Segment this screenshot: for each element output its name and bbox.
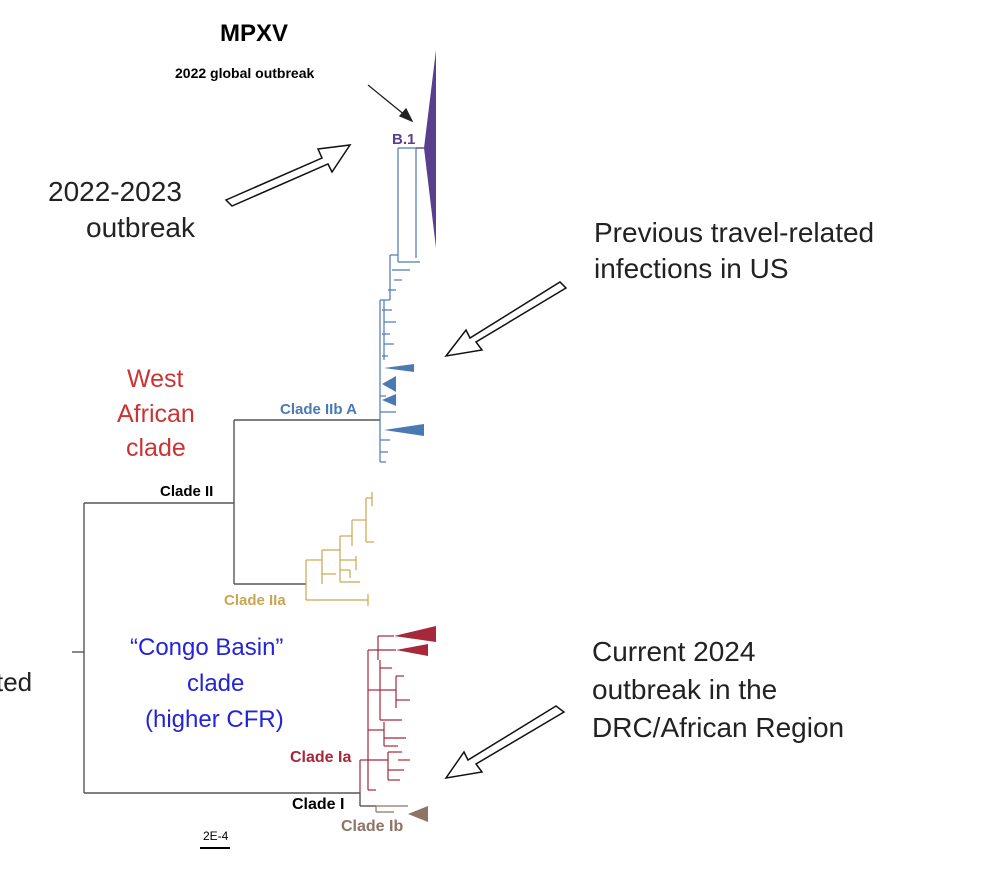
annotation-travel-line1: Previous travel-related — [594, 217, 875, 248]
west-african-line3: clade — [126, 434, 186, 462]
clade-ia-subtree — [359, 635, 410, 793]
congo-basin-line1: “Congo Basin” — [130, 634, 284, 661]
iib-collapsed-3 — [382, 394, 396, 406]
global-outbreak-label: 2022 global outbreak — [175, 65, 315, 81]
clade-ib-subtree — [375, 805, 408, 813]
clade-i-label: Clade I — [292, 796, 345, 813]
annotation-2024-line1: Current 2024 — [592, 636, 756, 667]
hollow-arrows — [224, 144, 568, 780]
arrow-2022-2023 — [224, 144, 352, 207]
annotation-2024-line2: outbreak in the — [592, 674, 778, 705]
west-african-line1: West — [127, 365, 184, 393]
clade-iib-collapsed — [382, 364, 424, 436]
ib-collapsed — [408, 806, 428, 822]
annotation-2022-2023-line1: 2022-2023 — [48, 176, 182, 207]
clade-iia-subtree — [305, 492, 374, 606]
annotation-2024-line3: DRC/African Region — [592, 712, 845, 743]
iib-collapsed-1 — [384, 364, 414, 372]
scale-bar-label: 2E-4 — [203, 829, 229, 843]
clade-ii-label: Clade II — [160, 483, 214, 500]
west-african-line2: African — [117, 400, 195, 428]
ia-collapsed-1 — [394, 626, 436, 642]
iib-collapsed-4 — [384, 424, 424, 436]
clade-ia-collapsed — [394, 626, 436, 656]
tree-backbone — [72, 419, 380, 794]
iib-collapsed-2 — [382, 376, 396, 392]
clade-b1-label: B.1 — [392, 131, 416, 148]
clade-ia-label: Clade Ia — [290, 749, 352, 766]
arrow-2024 — [444, 705, 566, 780]
clade-ib-label: Clade Ib — [341, 818, 404, 835]
ia-collapsed-2 — [396, 644, 428, 656]
congo-basin-line3: (higher CFR) — [145, 706, 284, 733]
annotation-travel-line2: infections in US — [594, 253, 789, 284]
annotation-left-cut: ted — [0, 667, 33, 697]
b1-collapsed-clade — [424, 50, 436, 248]
clade-i-split — [359, 793, 376, 807]
congo-basin-line2: clade — [187, 670, 245, 697]
outbreak-pointer-arrow — [367, 84, 414, 123]
clade-iia-label: Clade IIa — [224, 592, 286, 609]
annotation-2022-2023-line2: outbreak — [86, 212, 195, 243]
clade-iib-subtree — [379, 147, 420, 463]
figure-title: MPXV — [220, 20, 289, 47]
clade-iib-a-label: Clade IIb A — [280, 401, 357, 418]
arrow-travel — [444, 281, 568, 358]
